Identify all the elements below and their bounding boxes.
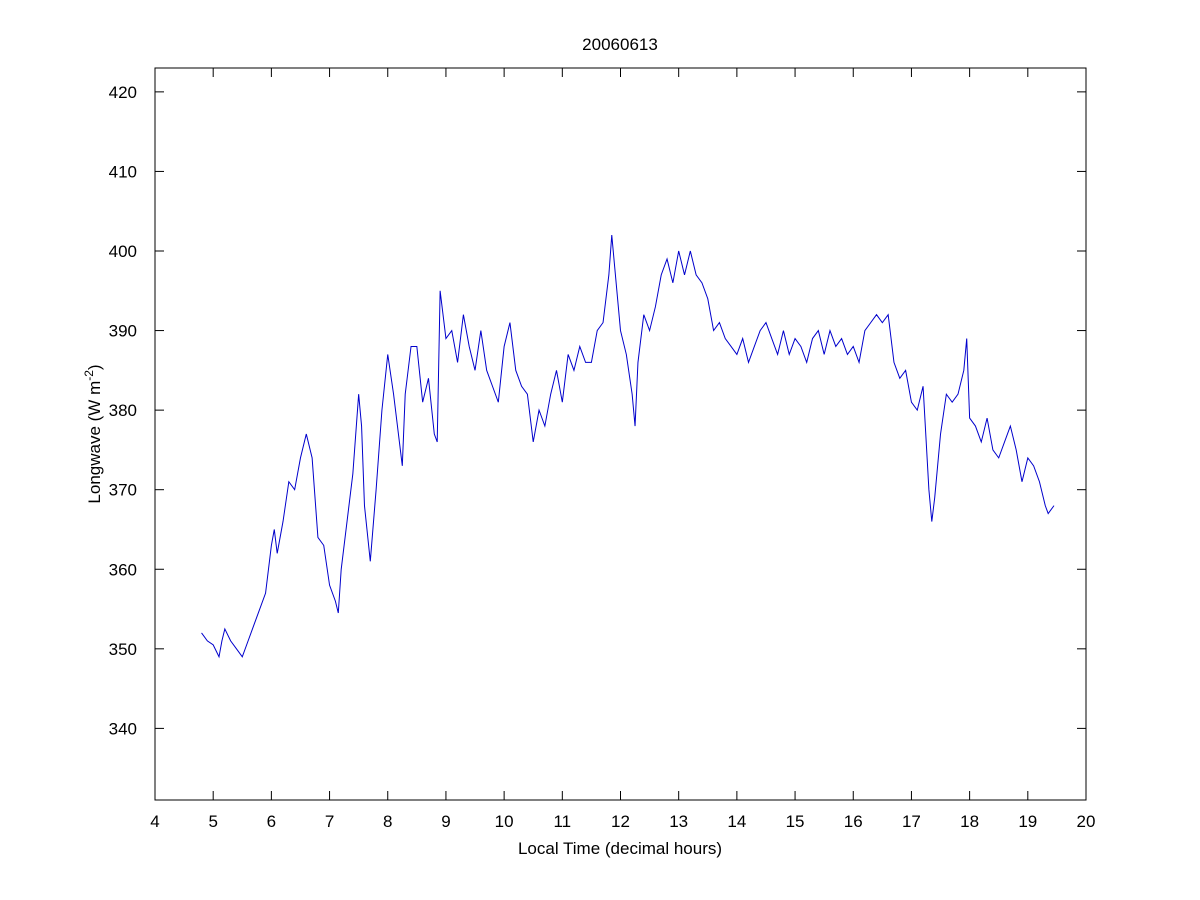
y-label-superscript: -2 (82, 370, 96, 381)
x-tick-label: 11 (553, 812, 571, 831)
y-tick-label: 350 (109, 640, 137, 659)
y-tick-label: 390 (109, 322, 137, 341)
x-tick-label: 15 (786, 812, 805, 831)
y-tick-label: 370 (109, 481, 137, 500)
x-tick-label: 4 (150, 812, 159, 831)
x-tick-label: 6 (267, 812, 276, 831)
y-tick-label: 420 (109, 83, 137, 102)
x-tick-label: 5 (208, 812, 217, 831)
x-tick-label: 20 (1077, 812, 1096, 831)
data-line (201, 235, 1055, 659)
x-tick-label: 16 (844, 812, 863, 831)
y-label-close: ) (85, 364, 104, 370)
x-tick-label: 17 (902, 812, 921, 831)
y-tick-label: 380 (109, 401, 137, 420)
y-tick-label: 400 (109, 242, 137, 261)
x-tick-label: 13 (669, 812, 688, 831)
x-axis-label: Local Time (decimal hours) (518, 839, 722, 858)
x-tick-label: 8 (383, 812, 392, 831)
y-tick-label: 340 (109, 719, 137, 738)
x-tick-label: 9 (441, 812, 450, 831)
x-tick-label: 7 (325, 812, 334, 831)
x-tick-label: 18 (960, 812, 979, 831)
chart-title: 20060613 (582, 35, 658, 54)
x-tick-label: 14 (727, 812, 746, 831)
y-tick-label: 360 (109, 560, 137, 579)
y-tick-label: 410 (109, 162, 137, 181)
x-tick-label: 12 (611, 812, 630, 831)
y-label-text: Longwave (W m (85, 381, 104, 504)
x-tick-label: 19 (1018, 812, 1037, 831)
y-axis-label: Longwave (W m-2) (82, 364, 104, 503)
x-tick-label: 10 (495, 812, 514, 831)
plot-box (154, 67, 1087, 801)
